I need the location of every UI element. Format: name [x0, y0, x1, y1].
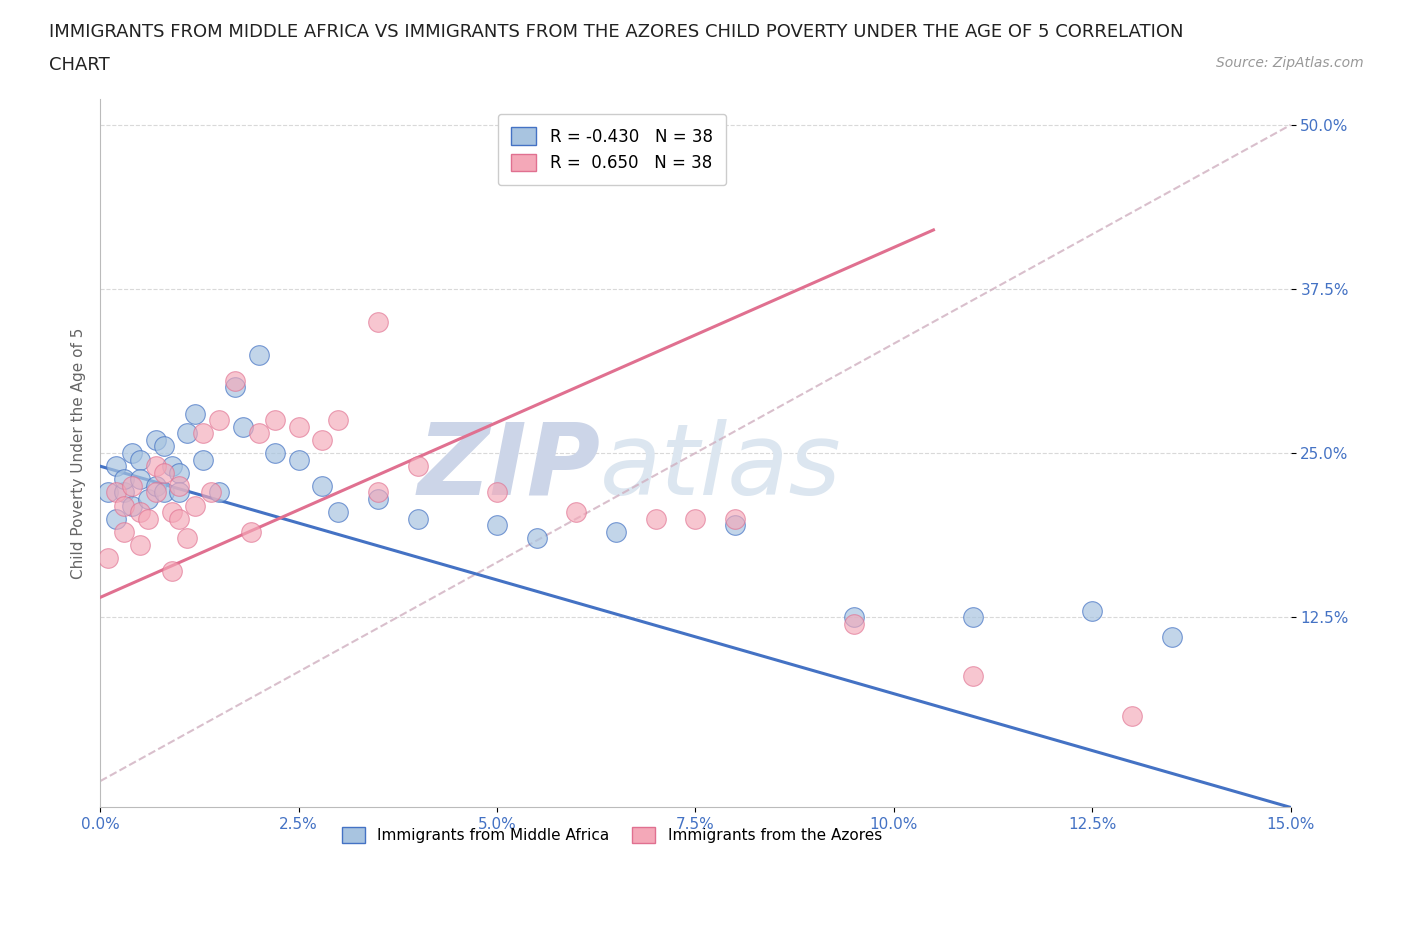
Point: [176, 531, 198, 546]
Point: [169, 485, 191, 499]
Point: [152, 439, 174, 454]
Point: [526, 531, 548, 546]
Point: [328, 505, 350, 520]
Point: [112, 472, 135, 486]
Point: [112, 525, 135, 539]
Point: [145, 458, 167, 473]
Point: [208, 413, 231, 428]
Point: [128, 472, 150, 486]
Point: [208, 485, 231, 499]
Point: [224, 380, 246, 395]
Point: [136, 512, 159, 526]
Point: [152, 485, 174, 499]
Point: [152, 465, 174, 480]
Point: [200, 485, 222, 499]
Point: [724, 512, 747, 526]
Point: [247, 347, 270, 362]
Point: [962, 610, 984, 625]
Point: [184, 498, 207, 513]
Point: [128, 452, 150, 467]
Point: [193, 452, 215, 467]
Point: [145, 478, 167, 493]
Point: [105, 485, 128, 499]
Point: [224, 374, 246, 389]
Point: [565, 505, 588, 520]
Point: [287, 419, 309, 434]
Text: CHART: CHART: [49, 56, 110, 73]
Point: [128, 505, 150, 520]
Point: [160, 458, 183, 473]
Point: [184, 406, 207, 421]
Point: [367, 485, 389, 499]
Text: ZIP: ZIP: [418, 418, 600, 516]
Point: [145, 432, 167, 447]
Point: [247, 426, 270, 441]
Text: atlas: atlas: [600, 418, 842, 516]
Point: [367, 492, 389, 507]
Point: [136, 492, 159, 507]
Point: [97, 485, 120, 499]
Point: [485, 485, 508, 499]
Point: [644, 512, 666, 526]
Point: [311, 478, 333, 493]
Point: [160, 564, 183, 578]
Point: [112, 498, 135, 513]
Point: [121, 498, 143, 513]
Point: [605, 525, 627, 539]
Point: [724, 518, 747, 533]
Point: [263, 445, 285, 460]
Point: [263, 413, 285, 428]
Text: Source: ZipAtlas.com: Source: ZipAtlas.com: [1216, 56, 1364, 70]
Point: [105, 512, 128, 526]
Point: [145, 485, 167, 499]
Point: [128, 538, 150, 552]
Point: [112, 485, 135, 499]
Point: [232, 419, 254, 434]
Legend: Immigrants from Middle Africa, Immigrants from the Azores: Immigrants from Middle Africa, Immigrant…: [336, 821, 889, 849]
Point: [105, 458, 128, 473]
Point: [1081, 604, 1104, 618]
Point: [1160, 630, 1182, 644]
Point: [1121, 708, 1143, 723]
Point: [367, 314, 389, 329]
Point: [239, 525, 262, 539]
Point: [121, 478, 143, 493]
Text: IMMIGRANTS FROM MIDDLE AFRICA VS IMMIGRANTS FROM THE AZORES CHILD POVERTY UNDER : IMMIGRANTS FROM MIDDLE AFRICA VS IMMIGRA…: [49, 23, 1184, 41]
Point: [121, 445, 143, 460]
Point: [169, 512, 191, 526]
Point: [485, 518, 508, 533]
Point: [160, 505, 183, 520]
Point: [169, 478, 191, 493]
Point: [328, 413, 350, 428]
Point: [685, 512, 707, 526]
Point: [311, 432, 333, 447]
Point: [406, 458, 429, 473]
Y-axis label: Child Poverty Under the Age of 5: Child Poverty Under the Age of 5: [72, 327, 86, 578]
Point: [287, 452, 309, 467]
Point: [97, 551, 120, 565]
Point: [176, 426, 198, 441]
Point: [842, 610, 865, 625]
Point: [169, 465, 191, 480]
Point: [842, 617, 865, 631]
Point: [962, 669, 984, 684]
Point: [406, 512, 429, 526]
Point: [193, 426, 215, 441]
